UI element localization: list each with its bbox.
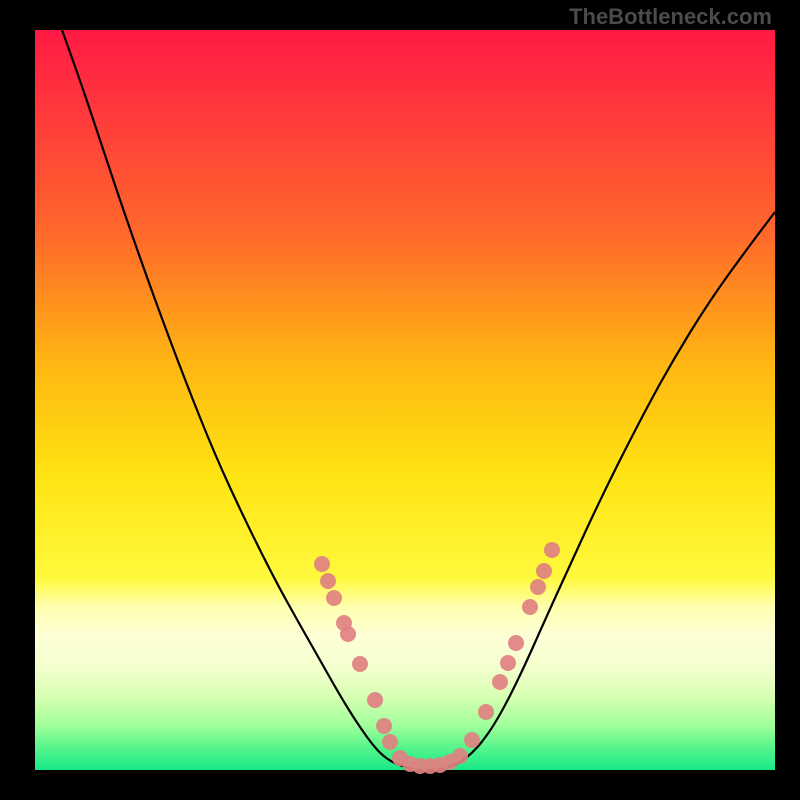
plot-area <box>35 30 775 770</box>
watermark-label: TheBottleneck.com <box>569 4 772 30</box>
